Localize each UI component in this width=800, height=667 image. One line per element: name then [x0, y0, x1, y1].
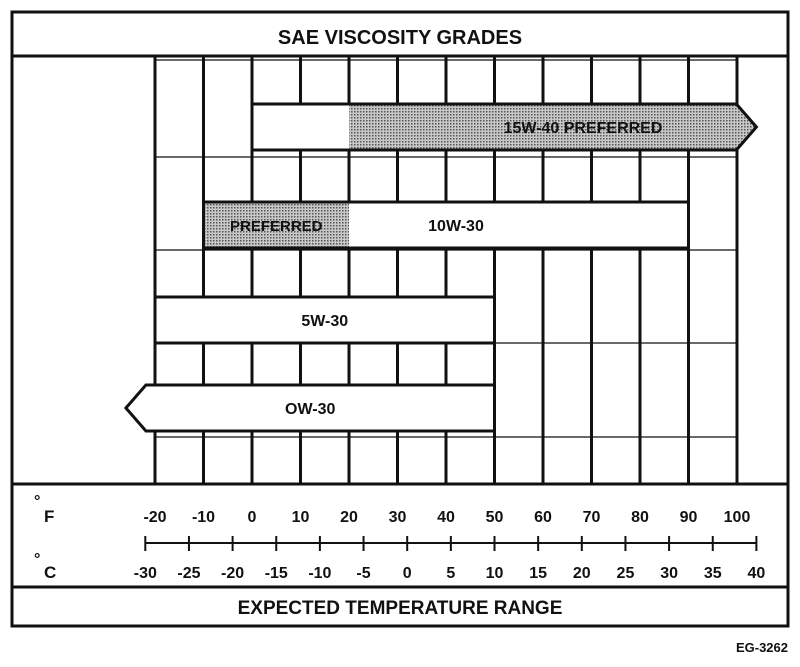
f-tick-label: 100	[724, 509, 751, 526]
celsius-axis: -30 -25 -20 -15 -10 -5 0 5 10 15 20 25 30 35 40	[134, 536, 766, 582]
chart-title: SAE VISCOSITY GRADES	[278, 27, 522, 49]
c-tick-label: -25	[177, 565, 200, 582]
grade-bar-fill	[125, 385, 495, 431]
preferred-label: PREFERRED	[230, 218, 323, 235]
c-tick-label: -10	[308, 565, 331, 582]
chart-footer: EXPECTED TEMPERATURE RANGE	[238, 598, 563, 619]
c-tick-label: 15	[529, 565, 547, 582]
c-tick-label: -5	[356, 565, 370, 582]
f-tick-label: 80	[631, 509, 649, 526]
grade-bar-outline	[250, 102, 759, 152]
grade-label: 10W-30	[428, 218, 484, 235]
c-tick-label: -30	[134, 565, 157, 582]
grade-label: 15W-40 PREFERRED	[504, 120, 663, 137]
preferred-shading	[203, 202, 349, 248]
degree-mark-c: °	[34, 551, 40, 568]
preferred-shading	[349, 104, 757, 150]
grade-bar-15w40: 15W-40 PREFERRED	[250, 102, 759, 152]
c-tick-label: 5	[446, 565, 455, 582]
grade-bar-fill	[155, 297, 495, 343]
f-tick-label: -10	[192, 509, 215, 526]
f-tick-label: 50	[486, 509, 504, 526]
grade-bar-outline	[123, 383, 496, 433]
grade-bar-10w30: 10W-30 PREFERRED	[202, 200, 690, 250]
grade-bar-0w30: OW-30	[123, 383, 496, 433]
grade-bars: 15W-40 PREFERRED 10W-30 PREFERRED 5W-30 OW-3…	[123, 102, 759, 433]
c-tick-label: 30	[660, 565, 678, 582]
grade-label: 5W-30	[301, 313, 348, 330]
c-tick-label: -15	[265, 565, 288, 582]
f-tick-label: 90	[680, 509, 698, 526]
c-tick-label: 10	[486, 565, 504, 582]
c-tick-label: 40	[748, 565, 766, 582]
f-tick-label: -20	[143, 509, 166, 526]
f-tick-label: 20	[340, 509, 358, 526]
celsius-unit-label: C	[44, 563, 56, 582]
c-tick-label: 0	[403, 565, 412, 582]
c-tick-label: 20	[573, 565, 591, 582]
f-tick-label: 30	[389, 509, 407, 526]
c-tick-label: 25	[617, 565, 635, 582]
f-tick-label: 10	[292, 509, 310, 526]
figure-code: EG-3262	[735, 640, 788, 655]
c-tick-label: 35	[704, 565, 722, 582]
outer-frame	[10, 10, 790, 628]
c-tick-label: -20	[221, 565, 244, 582]
f-tick-label: 0	[248, 509, 257, 526]
f-tick-label: 40	[437, 509, 455, 526]
f-tick-label: 60	[534, 509, 552, 526]
fahrenheit-axis: -20 -10 0 10 20 30 40 50 60 70 80 90 100	[143, 509, 750, 526]
grade-label: OW-30	[285, 401, 335, 418]
f-tick-label: 70	[583, 509, 601, 526]
grade-bar-outline	[202, 200, 690, 250]
fahrenheit-unit-label: F	[44, 507, 54, 526]
degree-mark-f: °	[34, 493, 40, 510]
grade-bar-outline	[153, 295, 496, 345]
grade-bar-5w30: 5W-30	[153, 295, 496, 345]
